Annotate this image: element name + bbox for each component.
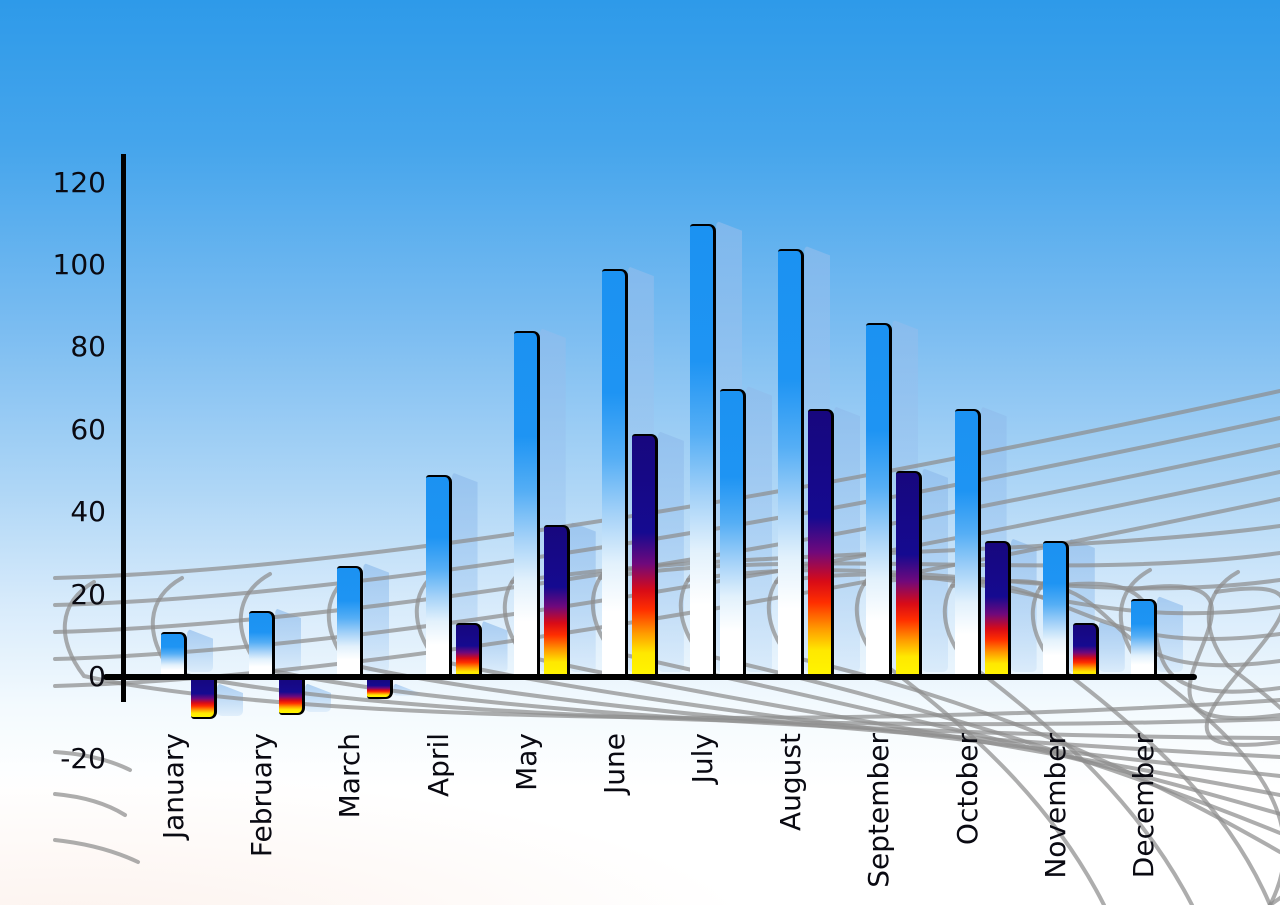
grid-mesh-line-0 bbox=[53, 389, 1280, 580]
bar-november-series1 bbox=[1042, 541, 1069, 677]
x-tick-label-july: July bbox=[686, 733, 720, 784]
grid-mesh-line-22 bbox=[766, 560, 1280, 854]
grid-mesh-line-18 bbox=[414, 564, 1280, 778]
bar-october-series2 bbox=[984, 541, 1011, 677]
grid-mesh-line-23 bbox=[854, 562, 1106, 905]
grid-mesh-line-30 bbox=[53, 838, 140, 864]
grid-mesh-line-3 bbox=[53, 470, 1280, 661]
y-tick-label--20: -20 bbox=[60, 742, 106, 776]
grid-mesh-line-13 bbox=[1204, 586, 1280, 747]
y-tick-label-120: 120 bbox=[52, 165, 106, 199]
bar-march-series1 bbox=[337, 565, 364, 677]
y-tick-label-100: 100 bbox=[52, 248, 106, 281]
bar-april-series2 bbox=[455, 623, 482, 677]
grid-mesh-line-27 bbox=[1206, 570, 1280, 905]
bar-april-series1 bbox=[425, 475, 452, 677]
bar-july-series2 bbox=[720, 388, 747, 677]
grid-mesh-line-15 bbox=[150, 576, 1280, 727]
grid-mesh-line-10 bbox=[950, 578, 1280, 668]
bar-june-series2 bbox=[631, 433, 658, 677]
bar-september-series1 bbox=[866, 322, 893, 677]
x-tick-label-march: March bbox=[333, 733, 367, 819]
x-tick-label-june: June bbox=[597, 733, 631, 794]
y-tick-label-40: 40 bbox=[70, 495, 106, 529]
x-tick-label-may: May bbox=[509, 733, 543, 791]
grid-mesh-line-12 bbox=[1126, 584, 1280, 721]
grid-mesh-line-26 bbox=[1118, 568, 1280, 905]
bar-july-series1 bbox=[690, 223, 717, 677]
bar-august-series1 bbox=[778, 248, 805, 677]
grid-mesh-line-17 bbox=[326, 568, 1280, 759]
x-tick-label-october: October bbox=[950, 733, 984, 846]
x-tick-label-february: February bbox=[245, 733, 279, 858]
bar-february-series2 bbox=[279, 678, 306, 716]
x-tick-label-august: August bbox=[774, 733, 808, 831]
grid-mesh-line-2 bbox=[53, 443, 1280, 634]
x-tick-label-january: January bbox=[157, 733, 190, 840]
bar-january-series1 bbox=[161, 631, 187, 677]
x-tick-label-september: September bbox=[862, 733, 896, 888]
y-tick-label-20: 20 bbox=[70, 577, 106, 611]
bar-february-series1 bbox=[249, 611, 276, 677]
x-tick-label-december: December bbox=[1126, 733, 1160, 879]
bar-june-series1 bbox=[601, 269, 628, 677]
bar-october-series1 bbox=[954, 409, 981, 677]
bar-side-face-july-series2 bbox=[746, 385, 773, 672]
y-tick-label-0: 0 bbox=[88, 660, 106, 693]
bar-december-series1 bbox=[1130, 598, 1157, 677]
bar-august-series2 bbox=[808, 409, 835, 677]
bar-september-series2 bbox=[896, 471, 923, 677]
bar-march-series2 bbox=[367, 678, 394, 699]
y-tick-label-60: 60 bbox=[70, 412, 106, 446]
grid-mesh-line-14 bbox=[62, 580, 1280, 720]
x-tick-label-april: April bbox=[421, 733, 455, 797]
grid-mesh-line-29 bbox=[53, 792, 127, 817]
grid-mesh-line-16 bbox=[238, 572, 1280, 740]
grid-mesh-line-24 bbox=[942, 564, 1194, 905]
grid-mesh-line-25 bbox=[1030, 566, 1272, 905]
y-axis-line bbox=[121, 154, 126, 702]
grid-mesh-line-20 bbox=[590, 556, 1280, 816]
bar-january-series2 bbox=[191, 678, 217, 720]
bar-side-face-august-series2 bbox=[834, 406, 861, 672]
bar-side-face-june-series2 bbox=[657, 430, 684, 672]
bar-may-series2 bbox=[543, 524, 570, 677]
grid-mesh-line-1 bbox=[53, 416, 1280, 607]
grid-mesh-line-28 bbox=[53, 750, 132, 772]
x-tick-label-november: November bbox=[1038, 733, 1072, 879]
y-tick-label-80: 80 bbox=[70, 330, 106, 364]
x-axis-line bbox=[103, 674, 1197, 680]
bar-may-series1 bbox=[513, 330, 540, 677]
bar-november-series2 bbox=[1072, 623, 1099, 677]
